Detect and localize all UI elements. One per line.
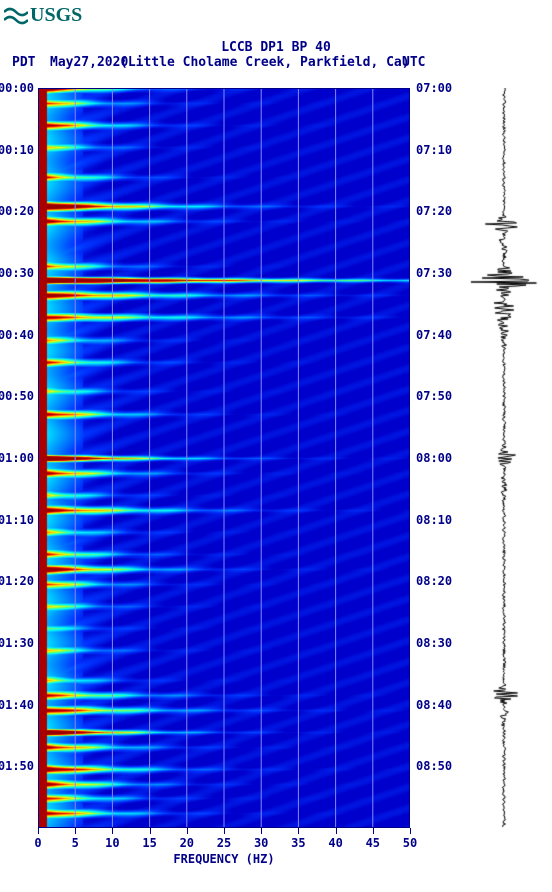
x-axis-label: FREQUENCY (HZ) xyxy=(38,852,410,866)
location-label: (Little Cholame Creek, Parkfield, Ca) xyxy=(120,55,410,70)
tz-right-label: UTC xyxy=(402,55,425,70)
y-tick-left: 01:20 xyxy=(0,574,34,588)
x-tick-label: 20 xyxy=(180,836,194,850)
x-tick-mark xyxy=(410,828,411,834)
x-tick-mark xyxy=(112,828,113,834)
usgs-wave-icon xyxy=(4,6,28,26)
x-tick-label: 10 xyxy=(105,836,119,850)
y-tick-right: 07:50 xyxy=(416,389,452,403)
y-tick-left: 00:20 xyxy=(0,204,34,218)
tz-left-label: PDT xyxy=(12,55,35,70)
x-tick-mark xyxy=(75,828,76,834)
x-tick-mark xyxy=(298,828,299,834)
x-axis: FREQUENCY (HZ) 05101520253035404550 xyxy=(38,828,410,858)
y-axis-right: 07:0007:1007:2007:3007:4007:5008:0008:10… xyxy=(414,88,454,828)
y-axis-left: 00:0000:1000:2000:3000:4000:5001:0001:10… xyxy=(0,88,36,828)
y-tick-left: 00:40 xyxy=(0,328,34,342)
x-tick-label: 25 xyxy=(217,836,231,850)
y-tick-left: 01:00 xyxy=(0,451,34,465)
date-label: May27,2020 xyxy=(50,55,128,70)
spectrogram-canvas xyxy=(38,88,410,828)
y-tick-left: 00:30 xyxy=(0,266,34,280)
y-tick-right: 07:00 xyxy=(416,81,452,95)
y-tick-left: 00:00 xyxy=(0,81,34,95)
seismogram-canvas xyxy=(460,88,548,828)
y-tick-right: 08:50 xyxy=(416,759,452,773)
x-tick-label: 5 xyxy=(72,836,79,850)
y-tick-right: 08:30 xyxy=(416,636,452,650)
y-tick-left: 01:10 xyxy=(0,513,34,527)
x-tick-label: 15 xyxy=(142,836,156,850)
y-tick-right: 07:10 xyxy=(416,143,452,157)
x-tick-mark xyxy=(187,828,188,834)
x-tick-label: 30 xyxy=(254,836,268,850)
y-tick-left: 00:50 xyxy=(0,389,34,403)
y-tick-left: 01:30 xyxy=(0,636,34,650)
seismogram-plot xyxy=(460,88,548,828)
y-tick-right: 08:00 xyxy=(416,451,452,465)
spectrogram-plot xyxy=(38,88,410,828)
y-tick-left: 01:50 xyxy=(0,759,34,773)
x-tick-mark xyxy=(261,828,262,834)
x-tick-mark xyxy=(373,828,374,834)
y-tick-right: 08:40 xyxy=(416,698,452,712)
x-tick-label: 0 xyxy=(34,836,41,850)
y-tick-right: 08:10 xyxy=(416,513,452,527)
x-tick-mark xyxy=(150,828,151,834)
x-tick-mark xyxy=(336,828,337,834)
plot-title: LCCB DP1 BP 40 xyxy=(0,40,552,55)
x-tick-mark xyxy=(224,828,225,834)
usgs-logo-text: USGS xyxy=(30,4,82,27)
x-tick-label: 40 xyxy=(328,836,342,850)
y-tick-right: 07:40 xyxy=(416,328,452,342)
y-tick-right: 08:20 xyxy=(416,574,452,588)
y-tick-left: 00:10 xyxy=(0,143,34,157)
x-tick-label: 45 xyxy=(366,836,380,850)
x-tick-label: 50 xyxy=(403,836,417,850)
y-tick-left: 01:40 xyxy=(0,698,34,712)
y-tick-right: 07:20 xyxy=(416,204,452,218)
y-tick-right: 07:30 xyxy=(416,266,452,280)
usgs-logo: USGS xyxy=(4,4,82,27)
x-tick-label: 35 xyxy=(291,836,305,850)
x-tick-mark xyxy=(38,828,39,834)
